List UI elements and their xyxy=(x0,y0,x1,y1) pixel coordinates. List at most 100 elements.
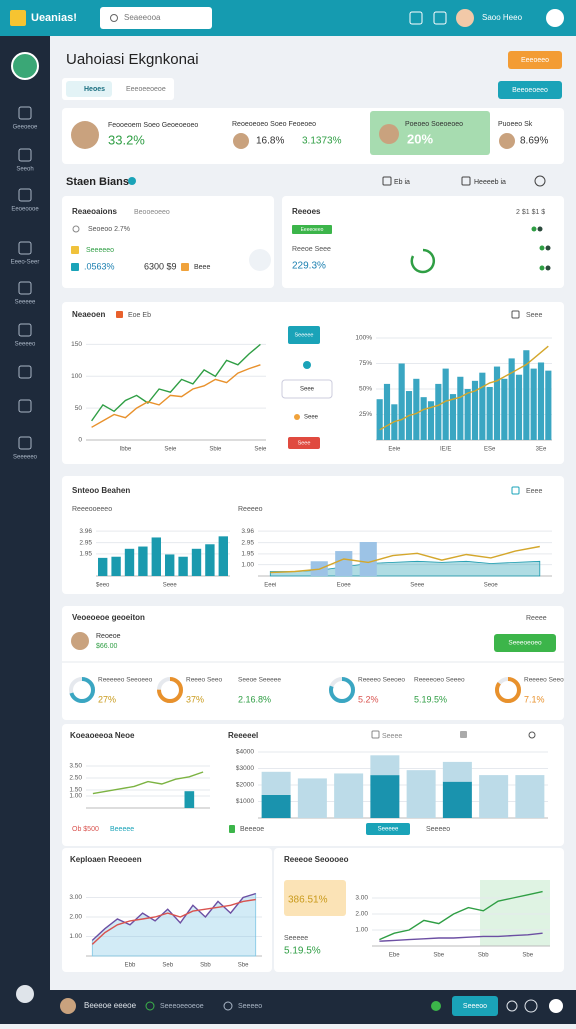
donut-value: 37% xyxy=(186,694,204,704)
nav-label[interactable]: Geeoeoe xyxy=(13,125,38,131)
footer-button[interactable] xyxy=(452,996,498,1016)
dot xyxy=(545,245,551,251)
label[interactable]: Seeeoo xyxy=(463,1003,487,1010)
button-label[interactable]: Eeeoeeo xyxy=(521,57,549,64)
y-tick-label: 1.50 xyxy=(69,787,82,794)
icon xyxy=(431,1001,441,1011)
y-tick-label: 2.50 xyxy=(69,775,82,782)
bar xyxy=(442,368,449,440)
icon[interactable] xyxy=(524,999,538,1013)
bar xyxy=(493,366,501,440)
icon[interactable] xyxy=(433,11,447,25)
label: 6300 $9 xyxy=(144,261,177,271)
y-tick-label: 3.00 xyxy=(69,894,82,901)
x-tick-label: Sbe xyxy=(433,953,444,959)
bar xyxy=(442,781,472,818)
label: Seeeee xyxy=(295,332,314,338)
bar xyxy=(442,761,472,782)
line xyxy=(91,892,256,941)
nav-label[interactable]: Eeeo-Seer xyxy=(11,260,40,266)
dot xyxy=(294,414,300,420)
filter[interactable]: Heeeeb ia xyxy=(474,179,506,186)
y-tick-label: 2.00 xyxy=(69,914,82,921)
button-label[interactable]: Beeoeoeeo xyxy=(512,87,548,94)
nav-icon[interactable] xyxy=(18,148,32,162)
legend-label[interactable]: Seeeee xyxy=(378,827,399,833)
label: .0563% xyxy=(84,261,115,271)
label[interactable]: Eeee xyxy=(526,488,542,495)
y-tick-label: 1.00 xyxy=(69,933,82,940)
card-title: Koeaoeeoa Neoe xyxy=(70,731,135,740)
nav-icon[interactable] xyxy=(18,106,32,120)
line xyxy=(91,343,261,422)
label[interactable]: Seeeoeeoeoe xyxy=(160,1003,204,1010)
profile-button[interactable] xyxy=(546,9,564,27)
nav-label[interactable]: Seeeeeo xyxy=(13,455,38,461)
bar xyxy=(334,773,364,818)
label[interactable]: Reeee xyxy=(526,615,547,622)
label: Reeoes xyxy=(292,207,321,216)
help-button[interactable] xyxy=(16,985,34,1003)
search-icon xyxy=(110,14,118,22)
menu-icon[interactable] xyxy=(534,175,546,187)
nav-icon[interactable] xyxy=(18,281,32,295)
nav-icon[interactable] xyxy=(18,323,32,337)
search-placeholder[interactable]: Seaeeooa xyxy=(124,13,161,22)
label[interactable]: Seeeoeoeo xyxy=(508,640,542,647)
y-tick-label: 2.95 xyxy=(241,539,254,546)
icon xyxy=(460,731,467,738)
filter[interactable]: Eb ia xyxy=(394,179,410,186)
icon xyxy=(371,730,380,739)
x-tick-label: Seoe xyxy=(484,583,499,589)
icon xyxy=(223,1001,233,1011)
bar xyxy=(449,394,457,440)
nav-icon[interactable] xyxy=(18,399,32,413)
icon[interactable] xyxy=(549,999,563,1013)
y-tick-label: 3.96 xyxy=(241,528,254,535)
bar xyxy=(383,383,391,440)
tab-active[interactable] xyxy=(66,81,112,97)
card xyxy=(62,196,274,288)
tab-label[interactable]: Eeeoeeoeoe xyxy=(126,86,166,93)
x-tick-label: Seb xyxy=(162,963,173,969)
label: Reeeeo Seeo xyxy=(524,677,564,684)
nav-label[interactable]: Eeoeoooe xyxy=(11,207,39,213)
icon[interactable] xyxy=(506,1000,518,1012)
highlight-box xyxy=(284,880,346,916)
dot xyxy=(537,226,543,232)
side-tag xyxy=(288,437,320,449)
nav-icon[interactable] xyxy=(18,241,32,255)
label: Reoeoeoeo Soeo Feoeoeo xyxy=(232,121,316,128)
tab-label[interactable]: Heoes xyxy=(84,86,105,93)
secondary-button[interactable] xyxy=(498,81,562,99)
label[interactable]: Seeee xyxy=(382,733,402,740)
icon[interactable] xyxy=(409,11,423,25)
bar xyxy=(165,554,175,576)
primary-button[interactable] xyxy=(508,51,562,69)
label[interactable]: Seee xyxy=(526,312,542,319)
legend-button[interactable] xyxy=(366,823,410,835)
nav-icon[interactable] xyxy=(18,436,32,450)
avatar xyxy=(11,52,39,80)
x-tick-label: Seee xyxy=(410,583,425,589)
nav-label[interactable]: Seeoh xyxy=(16,167,33,173)
y-tick-label: 100 xyxy=(71,373,82,380)
y-tick-label: 3.50 xyxy=(69,763,82,770)
bar xyxy=(530,368,537,440)
donut-arc xyxy=(329,677,355,703)
nav-icon[interactable] xyxy=(18,365,32,379)
donut-value: 7.1% xyxy=(524,694,545,704)
user-name: Saoo Heeo xyxy=(482,13,523,22)
page-title: Uahoiasi Ekgnkonai xyxy=(66,51,199,68)
label: Reeeo Seeo xyxy=(186,677,223,684)
x-tick-label: $eeo xyxy=(96,583,110,589)
bar xyxy=(261,771,291,795)
avatar xyxy=(71,121,99,149)
nav-icon[interactable] xyxy=(18,188,32,202)
label[interactable]: Seeeeo xyxy=(238,1003,262,1010)
search-box[interactable] xyxy=(100,7,212,29)
kpi-value: 8.69% xyxy=(520,136,548,147)
nav-label[interactable]: Seeeeo xyxy=(15,342,36,348)
nav-label[interactable]: Seeeee xyxy=(15,300,36,306)
action-button[interactable] xyxy=(494,634,556,652)
